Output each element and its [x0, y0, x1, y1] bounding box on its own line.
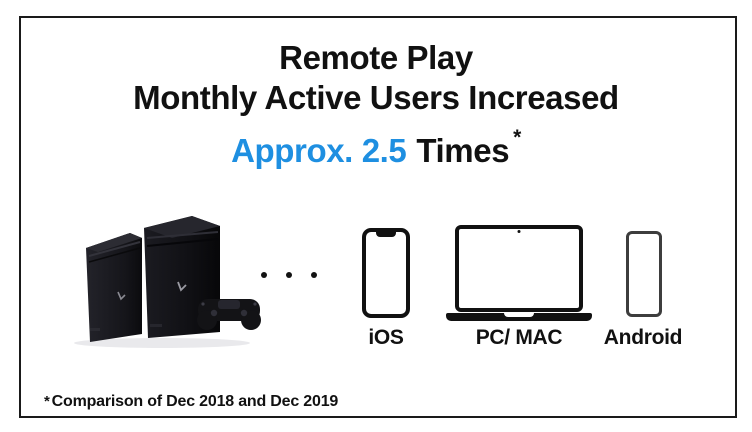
laptop-icon	[455, 225, 583, 312]
title-footnote-asterisk: *	[513, 126, 521, 149]
slide-title: Remote Play Monthly Active Users Increas…	[0, 38, 752, 171]
iphone-icon	[362, 228, 410, 318]
device-label-ios: iOS	[368, 326, 404, 349]
title-line-3: Approx. 2.5 Times *	[0, 118, 752, 171]
laptop-base-notch	[504, 313, 534, 317]
device-ios: iOS	[362, 228, 410, 388]
footnote: * Comparison of Dec 2018 and Dec 2019	[44, 393, 338, 411]
footnote-text: Comparison of Dec 2018 and Dec 2019	[51, 393, 339, 410]
android-phone-icon	[626, 231, 662, 317]
slide-border	[19, 16, 737, 418]
title-rest: Times	[416, 132, 510, 169]
laptop-webcam-dot	[517, 230, 521, 233]
title-highlight-value: Approx. 2.5	[231, 132, 407, 169]
dualshock-controller-icon	[197, 299, 261, 330]
ellipsis-dot	[261, 272, 267, 278]
device-pc-mac: PC/ MAC	[446, 225, 592, 385]
footnote-asterisk: *	[44, 393, 50, 410]
device-label-pc-mac: PC/ MAC	[475, 326, 563, 349]
ellipsis-dot	[286, 272, 292, 278]
laptop-base	[446, 313, 592, 321]
ps4-slim-console	[86, 233, 142, 342]
device-android: Android	[604, 229, 682, 389]
device-label-android: Android	[603, 326, 683, 349]
title-line-1: Remote Play	[279, 39, 473, 76]
iphone-notch	[376, 231, 396, 237]
title-line-2: Monthly Active Users Increased	[133, 79, 619, 116]
ps4-consoles-icon	[74, 216, 261, 348]
ellipsis-dot	[311, 272, 317, 278]
